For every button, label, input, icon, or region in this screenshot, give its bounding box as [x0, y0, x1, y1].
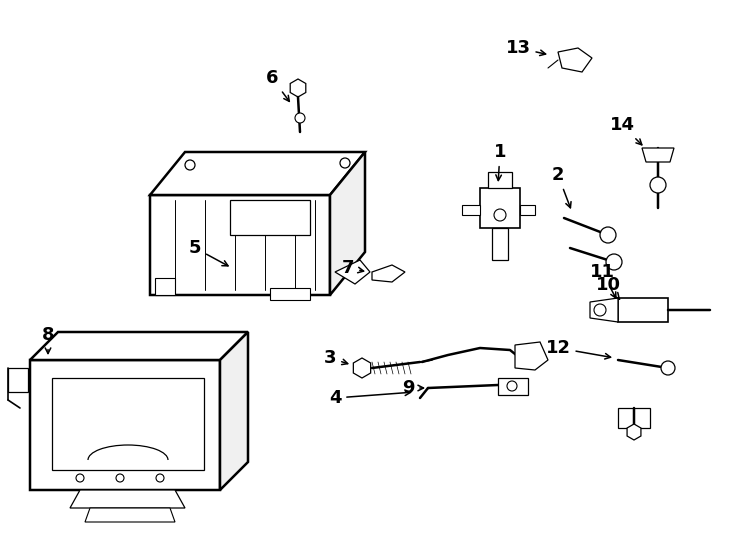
Circle shape — [507, 381, 517, 391]
Circle shape — [340, 158, 350, 168]
Polygon shape — [290, 79, 306, 97]
Text: 2: 2 — [552, 166, 571, 208]
Polygon shape — [70, 490, 185, 508]
Polygon shape — [558, 48, 592, 72]
Polygon shape — [515, 342, 548, 370]
Circle shape — [295, 113, 305, 123]
Polygon shape — [30, 360, 220, 490]
Polygon shape — [488, 172, 512, 188]
Circle shape — [600, 227, 616, 243]
Polygon shape — [372, 265, 405, 282]
Text: 4: 4 — [329, 389, 410, 407]
Polygon shape — [498, 378, 528, 395]
Text: 14: 14 — [609, 116, 642, 145]
Polygon shape — [330, 152, 365, 295]
Polygon shape — [480, 188, 520, 228]
Text: 1: 1 — [494, 143, 506, 180]
Circle shape — [606, 254, 622, 270]
Polygon shape — [230, 200, 310, 235]
Polygon shape — [618, 408, 650, 428]
Polygon shape — [150, 152, 365, 195]
Text: 10: 10 — [595, 276, 620, 299]
Polygon shape — [642, 148, 674, 162]
Text: 8: 8 — [42, 326, 54, 354]
Polygon shape — [627, 424, 641, 440]
Polygon shape — [492, 228, 508, 260]
Text: 13: 13 — [506, 39, 545, 57]
Text: 3: 3 — [324, 349, 348, 367]
Polygon shape — [150, 195, 330, 295]
Text: 5: 5 — [189, 239, 228, 266]
Polygon shape — [155, 278, 175, 295]
Bar — [52, 378, 204, 470]
Circle shape — [156, 474, 164, 482]
Polygon shape — [520, 205, 535, 215]
Polygon shape — [8, 368, 28, 392]
Circle shape — [594, 304, 606, 316]
Circle shape — [661, 361, 675, 375]
Text: 9: 9 — [401, 379, 424, 397]
Circle shape — [494, 209, 506, 221]
Text: 7: 7 — [342, 259, 363, 277]
Circle shape — [650, 177, 666, 193]
Polygon shape — [335, 260, 370, 284]
Text: 11: 11 — [589, 263, 616, 298]
Polygon shape — [618, 298, 668, 322]
Polygon shape — [462, 205, 480, 215]
Polygon shape — [85, 508, 175, 522]
Polygon shape — [353, 358, 371, 378]
Text: 6: 6 — [266, 69, 289, 102]
Polygon shape — [590, 298, 618, 322]
Text: 12: 12 — [545, 339, 611, 359]
Polygon shape — [220, 332, 248, 490]
Circle shape — [185, 160, 195, 170]
Circle shape — [116, 474, 124, 482]
Circle shape — [76, 474, 84, 482]
Polygon shape — [30, 332, 248, 360]
Polygon shape — [270, 288, 310, 300]
